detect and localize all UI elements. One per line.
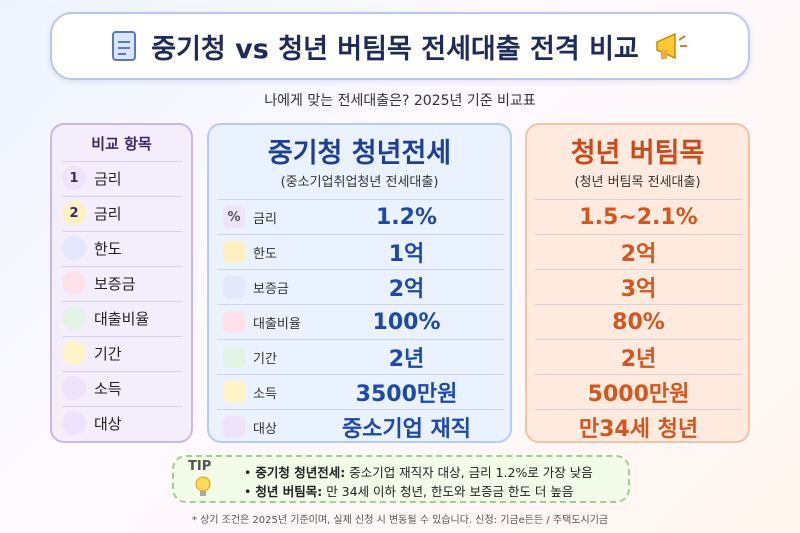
header: 중기청 vs 청년 버팀목 전세대출 전격 비교 bbox=[50, 12, 750, 80]
row-icon bbox=[223, 276, 245, 298]
row-value: 3500만원 bbox=[355, 382, 458, 407]
subtitle: 나에게 맞는 전세대출은? 2025년 기준 비교표 bbox=[264, 93, 536, 109]
item-label: 보증금 bbox=[94, 274, 136, 293]
megaphone-icon bbox=[656, 32, 687, 60]
title: 중기청 vs 청년 버팀목 전세대출 전격 비교 bbox=[151, 33, 639, 65]
compare-item: 소득 bbox=[62, 371, 183, 404]
row-label: 소득 bbox=[217, 381, 309, 403]
compare-item: 2 금리 bbox=[62, 196, 183, 229]
compare-item: 보증금 bbox=[62, 266, 183, 299]
row-value: 3억 bbox=[620, 277, 657, 302]
row-value: 만34세 청년 bbox=[578, 417, 699, 442]
bullet: • bbox=[244, 484, 256, 499]
tip-line: • 중기청 청년전세: 중소기업 재직자 대상, 금리 1.2%로 가장 낮음 bbox=[244, 462, 593, 481]
row-icon: % bbox=[223, 206, 245, 228]
row-icon bbox=[223, 416, 245, 438]
item-icon bbox=[62, 236, 86, 260]
item-label: 소득 bbox=[94, 379, 122, 398]
panel-title: 비교 항목 bbox=[91, 135, 152, 153]
row-icon bbox=[223, 346, 245, 368]
panel-title: 중기청 청년전세 bbox=[267, 138, 452, 169]
row-label: % 금리 bbox=[217, 206, 309, 228]
compare-item: 1 금리 bbox=[62, 161, 183, 194]
row-value: 80% bbox=[612, 309, 665, 335]
label-text: 대상 bbox=[253, 421, 277, 437]
footnote: * 상기 조건은 2025년 기준이며, 실제 신청 시 변동될 수 있습니다.… bbox=[191, 515, 609, 526]
row-value: 2년 bbox=[388, 347, 425, 372]
item-label: 기간 bbox=[94, 344, 122, 363]
row-icon bbox=[223, 241, 245, 263]
row-icon bbox=[223, 311, 245, 333]
tip-text: 중소기업 재직자 대상, 금리 1.2%로 가장 낮음 bbox=[345, 465, 593, 480]
table-row: 대상 중소기업 재직 bbox=[217, 409, 504, 444]
compare-item: 대상 bbox=[62, 406, 183, 439]
doc-icon bbox=[112, 31, 137, 61]
tip-bold: 중기청 청년전세: bbox=[255, 465, 346, 480]
row-label: 대출비율 bbox=[217, 311, 309, 333]
table-row: 1.5~2.1% bbox=[535, 199, 742, 234]
compare-item: 대출비율 bbox=[62, 301, 183, 334]
row-value: 2억 bbox=[620, 242, 657, 267]
row-label: 기간 bbox=[217, 346, 309, 368]
row-value: 2억 bbox=[388, 277, 425, 302]
row-value: 5000만원 bbox=[587, 382, 690, 407]
item-label: 대출비율 bbox=[94, 309, 150, 328]
table-row: 만34세 청년 bbox=[535, 409, 742, 444]
table-row: 기간 2년 bbox=[217, 339, 504, 374]
item-label: 금리 bbox=[94, 204, 122, 223]
item-icon bbox=[62, 411, 86, 435]
row-label: 한도 bbox=[217, 241, 309, 263]
table-row: 3억 bbox=[535, 269, 742, 304]
item-icon bbox=[62, 341, 86, 365]
item-icon: 2 bbox=[62, 201, 86, 225]
table-row: 80% bbox=[535, 304, 742, 339]
row-value: 2년 bbox=[620, 347, 657, 372]
table-row: 2년 bbox=[535, 339, 742, 374]
beotimmok-panel: 청년 버팀목 (청년 버팀목 전세대출) 1.5~2.1% 2억 3억 80% 2년 50… bbox=[525, 123, 750, 443]
row-value: 1.2% bbox=[375, 204, 437, 230]
row-label: 보증금 bbox=[217, 276, 309, 298]
label-text: 금리 bbox=[253, 211, 277, 227]
item-label: 금리 bbox=[94, 169, 122, 188]
label-text: 대출비율 bbox=[253, 316, 301, 332]
row-value: 1.5~2.1% bbox=[579, 204, 698, 230]
table-row: 2억 bbox=[535, 234, 742, 269]
item-label: 한도 bbox=[94, 239, 122, 258]
item-label: 대상 bbox=[94, 414, 122, 433]
row-value: 중소기업 재직 bbox=[341, 417, 472, 442]
table-row: % 금리 1.2% bbox=[217, 199, 504, 234]
table-row: 보증금 2억 bbox=[217, 269, 504, 304]
table-row: 5000만원 bbox=[535, 374, 742, 409]
panel-title: 청년 버팀목 bbox=[570, 138, 705, 169]
item-icon bbox=[62, 376, 86, 400]
tip-label: TIP bbox=[188, 459, 212, 474]
item-icon bbox=[62, 271, 86, 295]
tip-text: 만 34세 이하 청년, 한도와 보증금 한도 더 높음 bbox=[322, 484, 574, 499]
row-icon bbox=[223, 381, 245, 403]
compare-item: 기간 bbox=[62, 336, 183, 369]
row-value: 1억 bbox=[388, 242, 425, 267]
row-value: 100% bbox=[372, 309, 441, 335]
item-icon: 1 bbox=[62, 166, 86, 190]
label-text: 기간 bbox=[253, 351, 277, 367]
table-row: 한도 1억 bbox=[217, 234, 504, 269]
table-row: 대출비율 100% bbox=[217, 304, 504, 339]
table-row: 소득 3500만원 bbox=[217, 374, 504, 409]
tip-line: • 청년 버팀목: 만 34세 이하 청년, 한도와 보증금 한도 더 높음 bbox=[244, 481, 573, 500]
compare-item: 한도 bbox=[62, 231, 183, 264]
panel-subtitle: (청년 버팀목 전세대출) bbox=[574, 175, 701, 190]
row-label: 대상 bbox=[217, 416, 309, 438]
label-text: 소득 bbox=[253, 386, 277, 402]
item-icon bbox=[62, 306, 86, 330]
bulb-icon bbox=[195, 476, 211, 496]
tip-bold: 청년 버팀목: bbox=[255, 484, 323, 499]
panel-subtitle: (중소기업취업청년 전세대출) bbox=[280, 175, 439, 190]
label-text: 한도 bbox=[253, 246, 277, 262]
tip-box: TIP • 중기청 청년전세: 중소기업 재직자 대상, 금리 1.2%로 가장… bbox=[172, 455, 630, 503]
bullet: • bbox=[244, 465, 256, 480]
label-text: 보증금 bbox=[253, 281, 289, 297]
